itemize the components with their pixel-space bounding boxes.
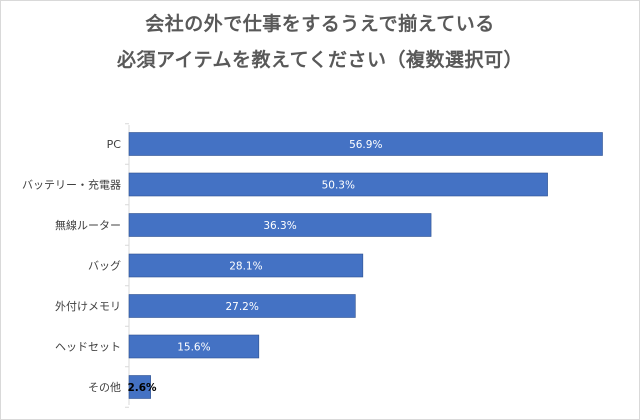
category-label: バッテリー・充電器 — [22, 178, 121, 192]
category-label: バッグ — [88, 259, 121, 273]
category-label: その他 — [88, 381, 121, 394]
chart-title: 会社の外で仕事をするうえで揃えている 必須アイテムを教えてください（複数選択可） — [0, 6, 640, 78]
category-label: PC — [107, 138, 122, 151]
value-label: 50.3% — [322, 180, 355, 192]
category-label: 外付けメモリ — [55, 300, 121, 313]
bar — [128, 213, 432, 237]
category-label: ヘッドセット — [55, 341, 121, 354]
value-label: 27.2% — [225, 301, 258, 313]
bar — [128, 294, 356, 318]
value-label: 28.1% — [229, 261, 262, 273]
value-label: 2.6% — [127, 382, 157, 394]
value-label: 36.3% — [263, 220, 296, 232]
bar — [128, 334, 260, 359]
chart-title-line-2: 必須アイテムを教えてください（複数選択可） — [116, 49, 524, 71]
value-label: 15.6% — [177, 342, 210, 354]
chart-title-line-1: 会社の外で仕事をするうえで揃えている — [145, 13, 495, 35]
bar — [128, 253, 364, 278]
bar — [128, 375, 151, 399]
category-label: 無線ルーター — [55, 218, 121, 232]
value-label: 56.9% — [349, 139, 382, 151]
bar — [128, 172, 548, 197]
bar — [128, 132, 603, 156]
